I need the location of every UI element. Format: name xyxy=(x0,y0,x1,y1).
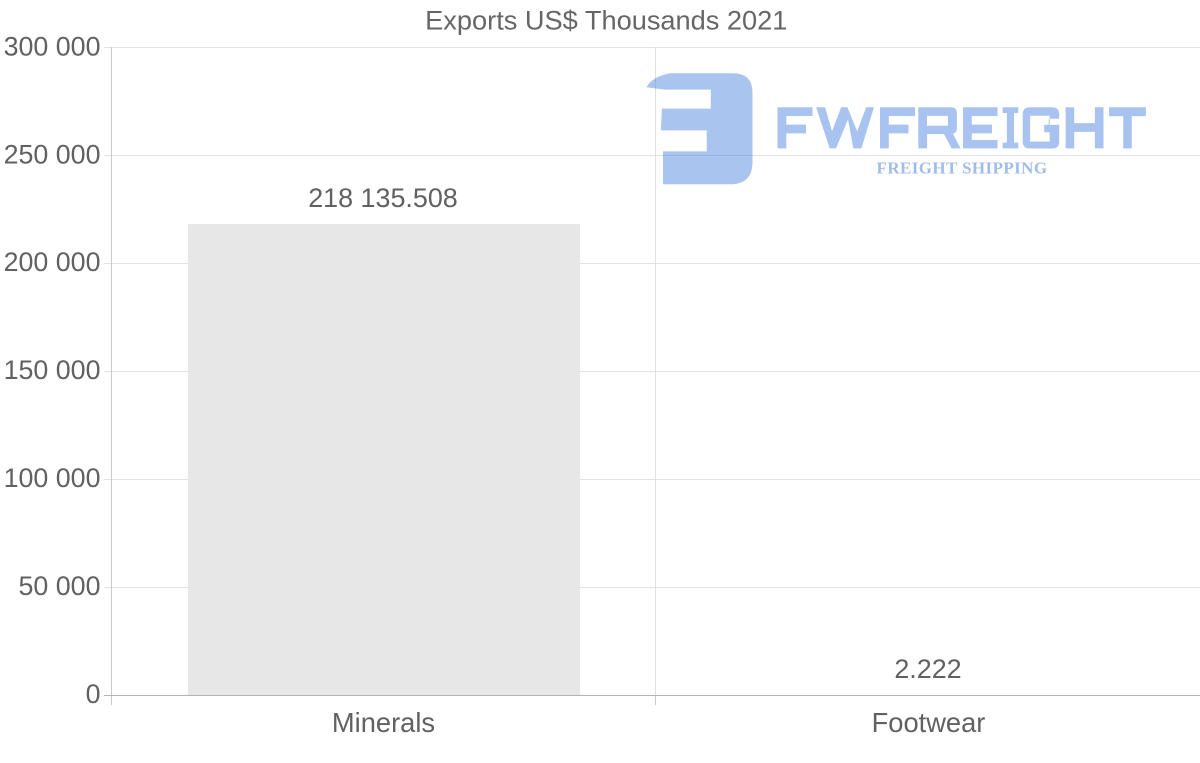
svg-text:Minerals: Minerals xyxy=(332,707,435,738)
svg-text:250 000: 250 000 xyxy=(4,139,101,169)
svg-text:200 000: 200 000 xyxy=(4,247,101,277)
svg-text:Footwear: Footwear xyxy=(872,707,986,738)
svg-text:0: 0 xyxy=(86,679,101,709)
svg-text:150 000: 150 000 xyxy=(4,355,101,385)
svg-text:Exports US$ Thousands 2021: Exports US$ Thousands 2021 xyxy=(425,5,787,36)
svg-text:300 000: 300 000 xyxy=(4,31,101,61)
svg-text:FREIGHT SHIPPING: FREIGHT SHIPPING xyxy=(877,159,1048,178)
svg-text:2.222: 2.222 xyxy=(894,654,961,684)
svg-text:218 135.508: 218 135.508 xyxy=(308,183,458,213)
svg-text:50 000: 50 000 xyxy=(19,571,101,601)
svg-text:100 000: 100 000 xyxy=(4,463,101,493)
